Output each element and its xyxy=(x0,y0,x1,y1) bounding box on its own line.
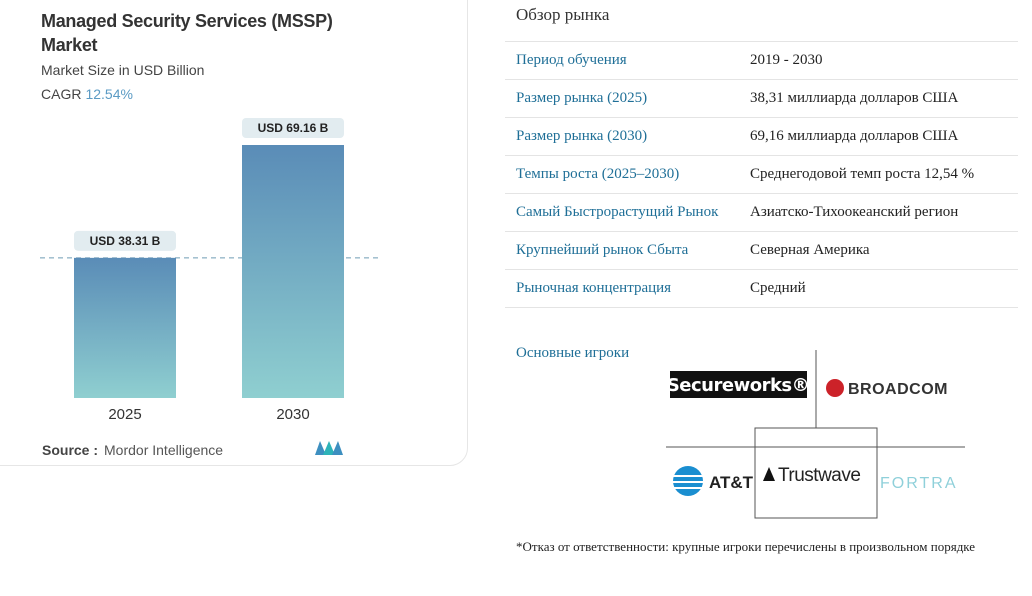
cagr: CAGR 12.54% xyxy=(41,86,133,102)
overview-row: Размер рынка (2025) 38,31 миллиарда долла… xyxy=(505,79,1018,117)
chart-card xyxy=(0,0,468,466)
chart-subtitle: Market Size in USD Billion xyxy=(41,62,205,78)
overview-row: Крупнейший рынок Сбыта Северная Америка xyxy=(505,231,1018,269)
logo: BROADCOM xyxy=(848,381,948,398)
overview-row: Самый Быстрорастущий Рынок Азиатско-Тихоо… xyxy=(505,193,1018,231)
bar xyxy=(74,257,176,398)
logo: Secureworks® xyxy=(667,375,809,396)
logo: Trustwave xyxy=(778,465,860,486)
row-label: Период обучения xyxy=(516,52,627,68)
row-value: 69,16 миллиарда долларов США xyxy=(750,128,959,144)
row-label: Крупнейший рынок Сбыта xyxy=(516,242,689,258)
overview-row: Размер рынка (2030) 69,16 миллиарда долла… xyxy=(505,117,1018,155)
logo: AT&T xyxy=(709,473,754,492)
x-tick-label: 2030 xyxy=(276,406,309,423)
row-label: Рыночная концентрация xyxy=(516,280,672,296)
row-label: Размер рынка (2030) xyxy=(516,128,648,144)
mordor-logo xyxy=(315,441,343,455)
overview-row: Период обучения 2019 - 2030 xyxy=(505,41,1018,79)
x-tick-label: 2025 xyxy=(108,406,141,423)
chart: USD 38.31 B 2025 USD 69.16 B 2030 xyxy=(40,118,380,455)
row-value: 38,31 миллиарда долларов США xyxy=(750,90,959,106)
chart-title: Managed Security Services (MSSP) Market xyxy=(41,11,333,55)
cagr-value: 12.54% xyxy=(85,86,133,102)
row-value: Северная Америка xyxy=(750,242,870,258)
logo: FORTRA xyxy=(880,475,957,492)
key-players-label: Основные игроки xyxy=(516,345,630,361)
source: Source : Mordor Intelligence xyxy=(42,442,223,458)
overview-table: Период обучения 2019 - 2030 Размер рынка (… xyxy=(505,41,1018,308)
row-value: 2019 - 2030 xyxy=(750,52,823,68)
row-label: Темпы роста (2025–2030) xyxy=(516,166,680,182)
overview-title: Обзор рынка xyxy=(516,5,610,24)
cagr-label: CAGR xyxy=(41,86,82,102)
row-label: Самый Быстрорастущий Рынок xyxy=(516,204,719,220)
disclaimer: *Отказ от ответственности: крупные игрок… xyxy=(516,539,976,554)
value-label-bg xyxy=(74,230,176,251)
value-label: USD 69.16 B xyxy=(258,121,329,135)
overview-row: Темпы роста (2025–2030) Среднегодовой тем… xyxy=(505,155,1018,193)
source-name: Mordor Intelligence xyxy=(104,442,224,458)
value-label: USD 38.31 B xyxy=(90,234,161,248)
source-label: Source : xyxy=(42,442,99,458)
value-label-bg xyxy=(242,118,344,138)
row-value: Азиатско-Тихоокеанский регион xyxy=(750,204,959,220)
row-label: Размер рынка (2025) xyxy=(516,90,648,106)
row-value: Среднегодовой темп роста 12,54 % xyxy=(750,166,975,182)
overview-row: Рыночная концентрация Средний xyxy=(505,269,1018,308)
bar xyxy=(242,145,344,398)
row-value: Средний xyxy=(750,280,806,296)
